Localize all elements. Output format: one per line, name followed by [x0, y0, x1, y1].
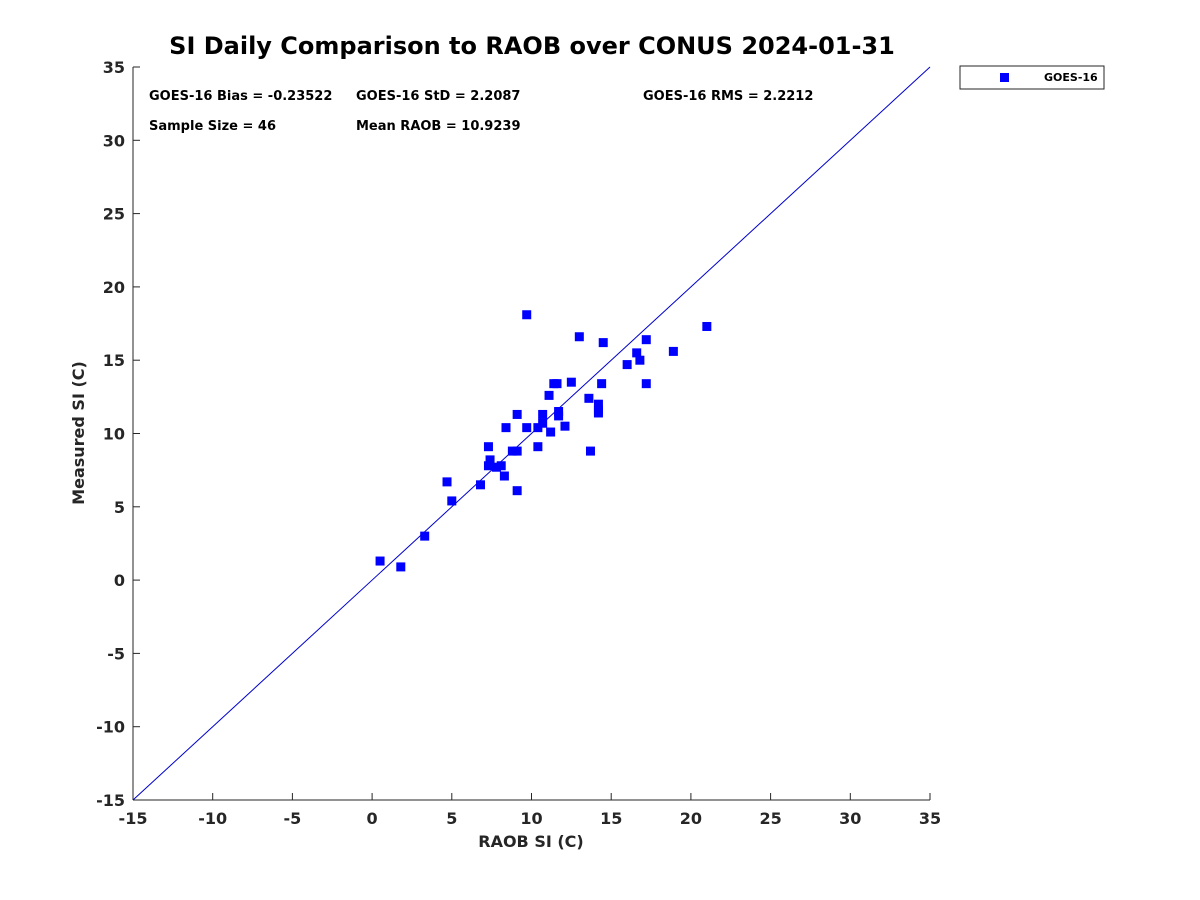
- data-point-39: [622, 360, 632, 370]
- data-point-40: [632, 348, 642, 358]
- data-point-11: [499, 471, 509, 481]
- data-point-15: [512, 409, 522, 419]
- data-point-26: [552, 379, 562, 389]
- data-point-31: [574, 332, 584, 342]
- x-tick-label-0: -15: [119, 809, 148, 828]
- data-point-33: [585, 446, 595, 456]
- data-point-0: [375, 556, 385, 566]
- data-point-32: [584, 393, 594, 403]
- data-point-22: [538, 418, 548, 428]
- data-point-5: [475, 480, 485, 490]
- std-annotation: GOES-16 StD = 2.2087: [356, 89, 520, 104]
- x-tick-label-1: -10: [198, 809, 227, 828]
- y-tick-label-5: 10: [103, 425, 125, 444]
- legend-marker-goes16: [1000, 73, 1009, 82]
- data-point-9: [491, 462, 501, 472]
- data-point-12: [501, 423, 511, 433]
- y-tick-label-1: -10: [96, 718, 125, 737]
- data-point-28: [554, 411, 564, 421]
- legend-box: [959, 65, 1105, 90]
- data-point-19: [533, 423, 543, 433]
- one-to-one-line: [132, 66, 931, 801]
- data-point-42: [641, 335, 651, 345]
- data-point-30: [566, 377, 576, 387]
- plot-area: -15 -10 -5 0 5 10 15 20 25 30 35 -15 -10 -5 0 5 10 15 20 25…: [96, 58, 941, 828]
- y-tick-label-2: -5: [107, 644, 125, 663]
- data-point-23: [544, 390, 554, 400]
- data-point-43: [641, 379, 651, 389]
- y-tick-label-8: 25: [103, 205, 125, 224]
- data-point-41: [635, 355, 645, 365]
- data-point-7: [483, 461, 493, 471]
- x-tick-label-7: 20: [680, 809, 702, 828]
- rms-annotation: GOES-16 RMS = 2.2212: [643, 89, 813, 104]
- data-point-38: [598, 338, 608, 348]
- data-point-16: [512, 486, 522, 496]
- data-point-2: [420, 531, 430, 541]
- data-point-13: [507, 446, 517, 456]
- data-point-36: [593, 408, 603, 418]
- legend: GOES-16: [959, 65, 1105, 90]
- data-point-4: [447, 496, 457, 506]
- data-point-18: [522, 310, 532, 320]
- x-tick-label-10: 35: [919, 809, 941, 828]
- y-tick-label-3: 0: [114, 571, 125, 590]
- data-point-6: [483, 442, 493, 452]
- x-tick-label-4: 5: [446, 809, 457, 828]
- y-tick-label-4: 5: [114, 498, 125, 517]
- data-point-29: [560, 421, 570, 431]
- data-point-17: [522, 423, 532, 433]
- x-tick-label-9: 30: [839, 809, 861, 828]
- y-tick-label-9: 30: [103, 131, 125, 150]
- y-axis-label: Measured SI (C): [69, 361, 88, 505]
- legend-label-goes16: GOES-16: [1044, 71, 1098, 84]
- sample-size-annotation: Sample Size = 46: [149, 119, 276, 134]
- data-point-1: [396, 562, 406, 572]
- y-tick-label-6: 15: [103, 351, 125, 370]
- y-tick-label-0: -15: [96, 791, 125, 810]
- data-point-10: [496, 461, 506, 471]
- data-point-45: [702, 321, 712, 331]
- mean-raob-annotation: Mean RAOB = 10.9239: [356, 119, 521, 134]
- y-tick-label-10: 35: [103, 58, 125, 77]
- x-tick-label-8: 25: [759, 809, 781, 828]
- x-axis-label: RAOB SI (C): [478, 832, 583, 851]
- data-point-24: [546, 427, 556, 437]
- x-tick-label-5: 10: [520, 809, 542, 828]
- x-tick-label-3: 0: [367, 809, 378, 828]
- y-tick-label-7: 20: [103, 278, 125, 297]
- x-tick-label-2: -5: [284, 809, 302, 828]
- data-point-44: [668, 346, 678, 356]
- data-point-37: [597, 379, 607, 389]
- bias-annotation: GOES-16 Bias = -0.23522: [149, 89, 332, 104]
- data-point-3: [442, 477, 452, 487]
- x-tick-label-6: 15: [600, 809, 622, 828]
- chart-title: SI Daily Comparison to RAOB over CONUS 2…: [169, 32, 895, 60]
- data-point-20: [533, 442, 543, 452]
- data-point-34: [593, 399, 603, 409]
- data-point-8: [485, 455, 495, 465]
- data-point-21: [538, 409, 548, 419]
- data-point-14: [512, 446, 522, 456]
